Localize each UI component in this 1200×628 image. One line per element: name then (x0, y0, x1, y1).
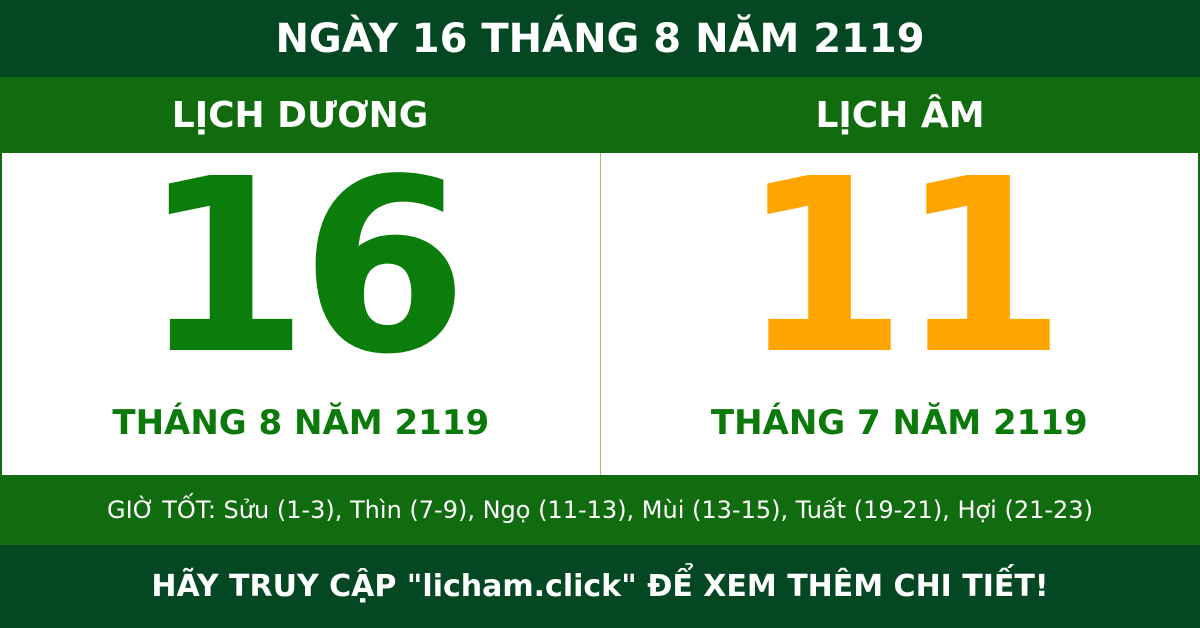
solar-panel: 16 THÁNG 8 NĂM 2119 (2, 147, 601, 475)
solar-day: 16 (141, 127, 468, 407)
lunar-day: 11 (740, 127, 1066, 407)
solar-calendar-heading: LỊCH DƯƠNG (171, 94, 429, 136)
footer-cta: HÃY TRUY CẬP "licham.click" ĐỂ XEM THÊM … (0, 545, 1200, 628)
calendar-panels: 16 THÁNG 8 NĂM 2119 11 THÁNG 7 NĂM 2119 (0, 147, 1200, 475)
lunar-calendar-heading: LỊCH ÂM (815, 94, 985, 136)
good-hours: GIỜ TỐT: Sửu (1-3), Thìn (7-9), Ngọ (11-… (0, 475, 1200, 545)
solar-month-year: THÁNG 8 NĂM 2119 (112, 403, 490, 443)
calendar-headers: LỊCH DƯƠNG LỊCH ÂM (0, 77, 1200, 153)
page-title: NGÀY 16 THÁNG 8 NĂM 2119 (0, 0, 1200, 77)
lunar-panel: 11 THÁNG 7 NĂM 2119 (601, 147, 1199, 475)
lunar-month-year: THÁNG 7 NĂM 2119 (710, 403, 1088, 443)
